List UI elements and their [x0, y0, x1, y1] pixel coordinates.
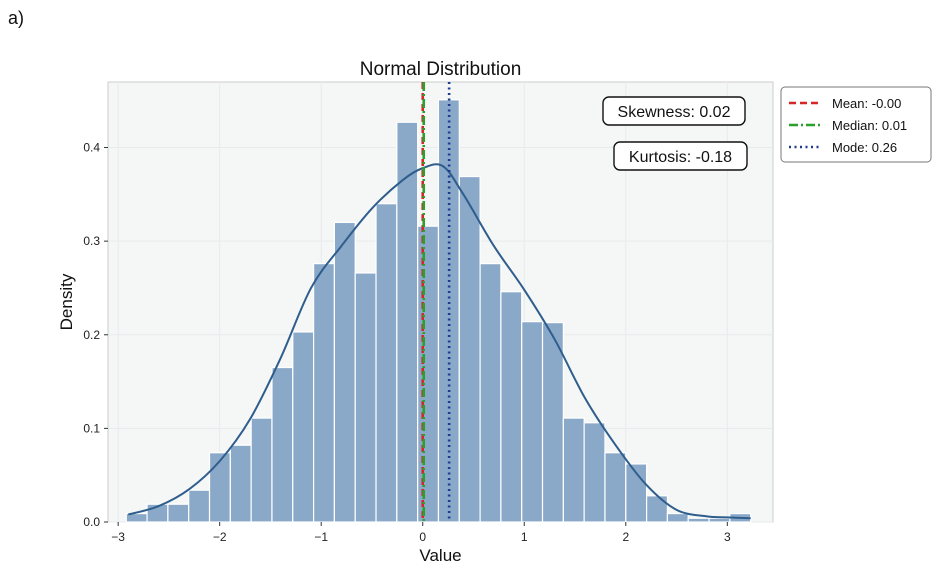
legend-label: Median: 0.01: [832, 118, 907, 133]
stat-box-frame: [613, 141, 748, 171]
histogram-bar: [521, 321, 544, 523]
histogram-bars: [125, 99, 752, 523]
y-tick-label: 0.4: [83, 141, 100, 155]
legend: Mean: -0.00 Median: 0.01 Mode: 0.26: [780, 86, 932, 163]
histogram-bar: [271, 366, 294, 523]
histogram-bar: [354, 272, 377, 523]
histogram-bar: [167, 503, 190, 523]
y-axis-label: Density: [57, 273, 76, 330]
panel-label: a): [8, 8, 25, 28]
y-tick-label: 0.0: [83, 515, 100, 529]
stat-annotations: Skewness: 0.02 Kurtosis: -0.18: [602, 96, 748, 171]
x-tick-label: −3: [111, 530, 125, 544]
histogram-bar: [375, 203, 398, 523]
stat-box-frame: [602, 96, 746, 126]
histogram-bar: [666, 512, 689, 523]
histogram-bar: [479, 263, 502, 523]
histogram-bar: [333, 221, 356, 523]
x-tick-label: 3: [724, 530, 731, 544]
histogram-bar: [604, 452, 627, 523]
histogram-bar: [229, 444, 252, 523]
histogram-bar: [292, 331, 315, 523]
x-tick-label: −2: [213, 530, 227, 544]
legend-label: Mode: 0.26: [832, 140, 897, 155]
chart-title: Normal Distribution: [360, 59, 522, 80]
reference-lines: [421, 82, 451, 522]
histogram-bar: [458, 175, 481, 523]
x-tick-label: −1: [314, 530, 328, 544]
legend-label: Mean: -0.00: [832, 96, 901, 111]
kde-curve: [128, 163, 751, 520]
histogram-bar: [687, 517, 710, 523]
x-tick-label: 2: [622, 530, 629, 544]
histogram-bar: [437, 99, 460, 523]
histogram-bar: [250, 417, 273, 523]
stat-box: Skewness: 0.02: [602, 96, 746, 126]
x-axis-label: Value: [419, 546, 461, 565]
histogram-bar: [312, 263, 336, 523]
histogram-bar: [645, 495, 669, 523]
histogram-bar: [708, 517, 731, 523]
y-tick-label: 0.1: [83, 421, 100, 435]
histogram-bar: [208, 452, 231, 523]
histogram-bar: [500, 291, 523, 523]
stat-text: Kurtosis: -0.18: [629, 149, 732, 166]
y-tick-label: 0.2: [83, 328, 100, 342]
histogram-bar: [562, 417, 585, 523]
histogram-bar: [583, 422, 606, 523]
x-tick-label: 0: [419, 530, 426, 544]
histogram-bar: [417, 225, 440, 523]
stat-box: Kurtosis: -0.18: [613, 141, 748, 171]
legend-frame: [780, 86, 932, 163]
y-tick-label: 0.3: [83, 234, 100, 248]
histogram-bar: [541, 321, 564, 523]
axes: −3 −2 −1 0 1 2 3 0.0 0.1 0.2 0.3 0.4: [83, 141, 731, 544]
x-tick-label: 1: [521, 530, 528, 544]
stat-text: Skewness: 0.02: [618, 104, 731, 121]
histogram-bar: [188, 489, 211, 523]
